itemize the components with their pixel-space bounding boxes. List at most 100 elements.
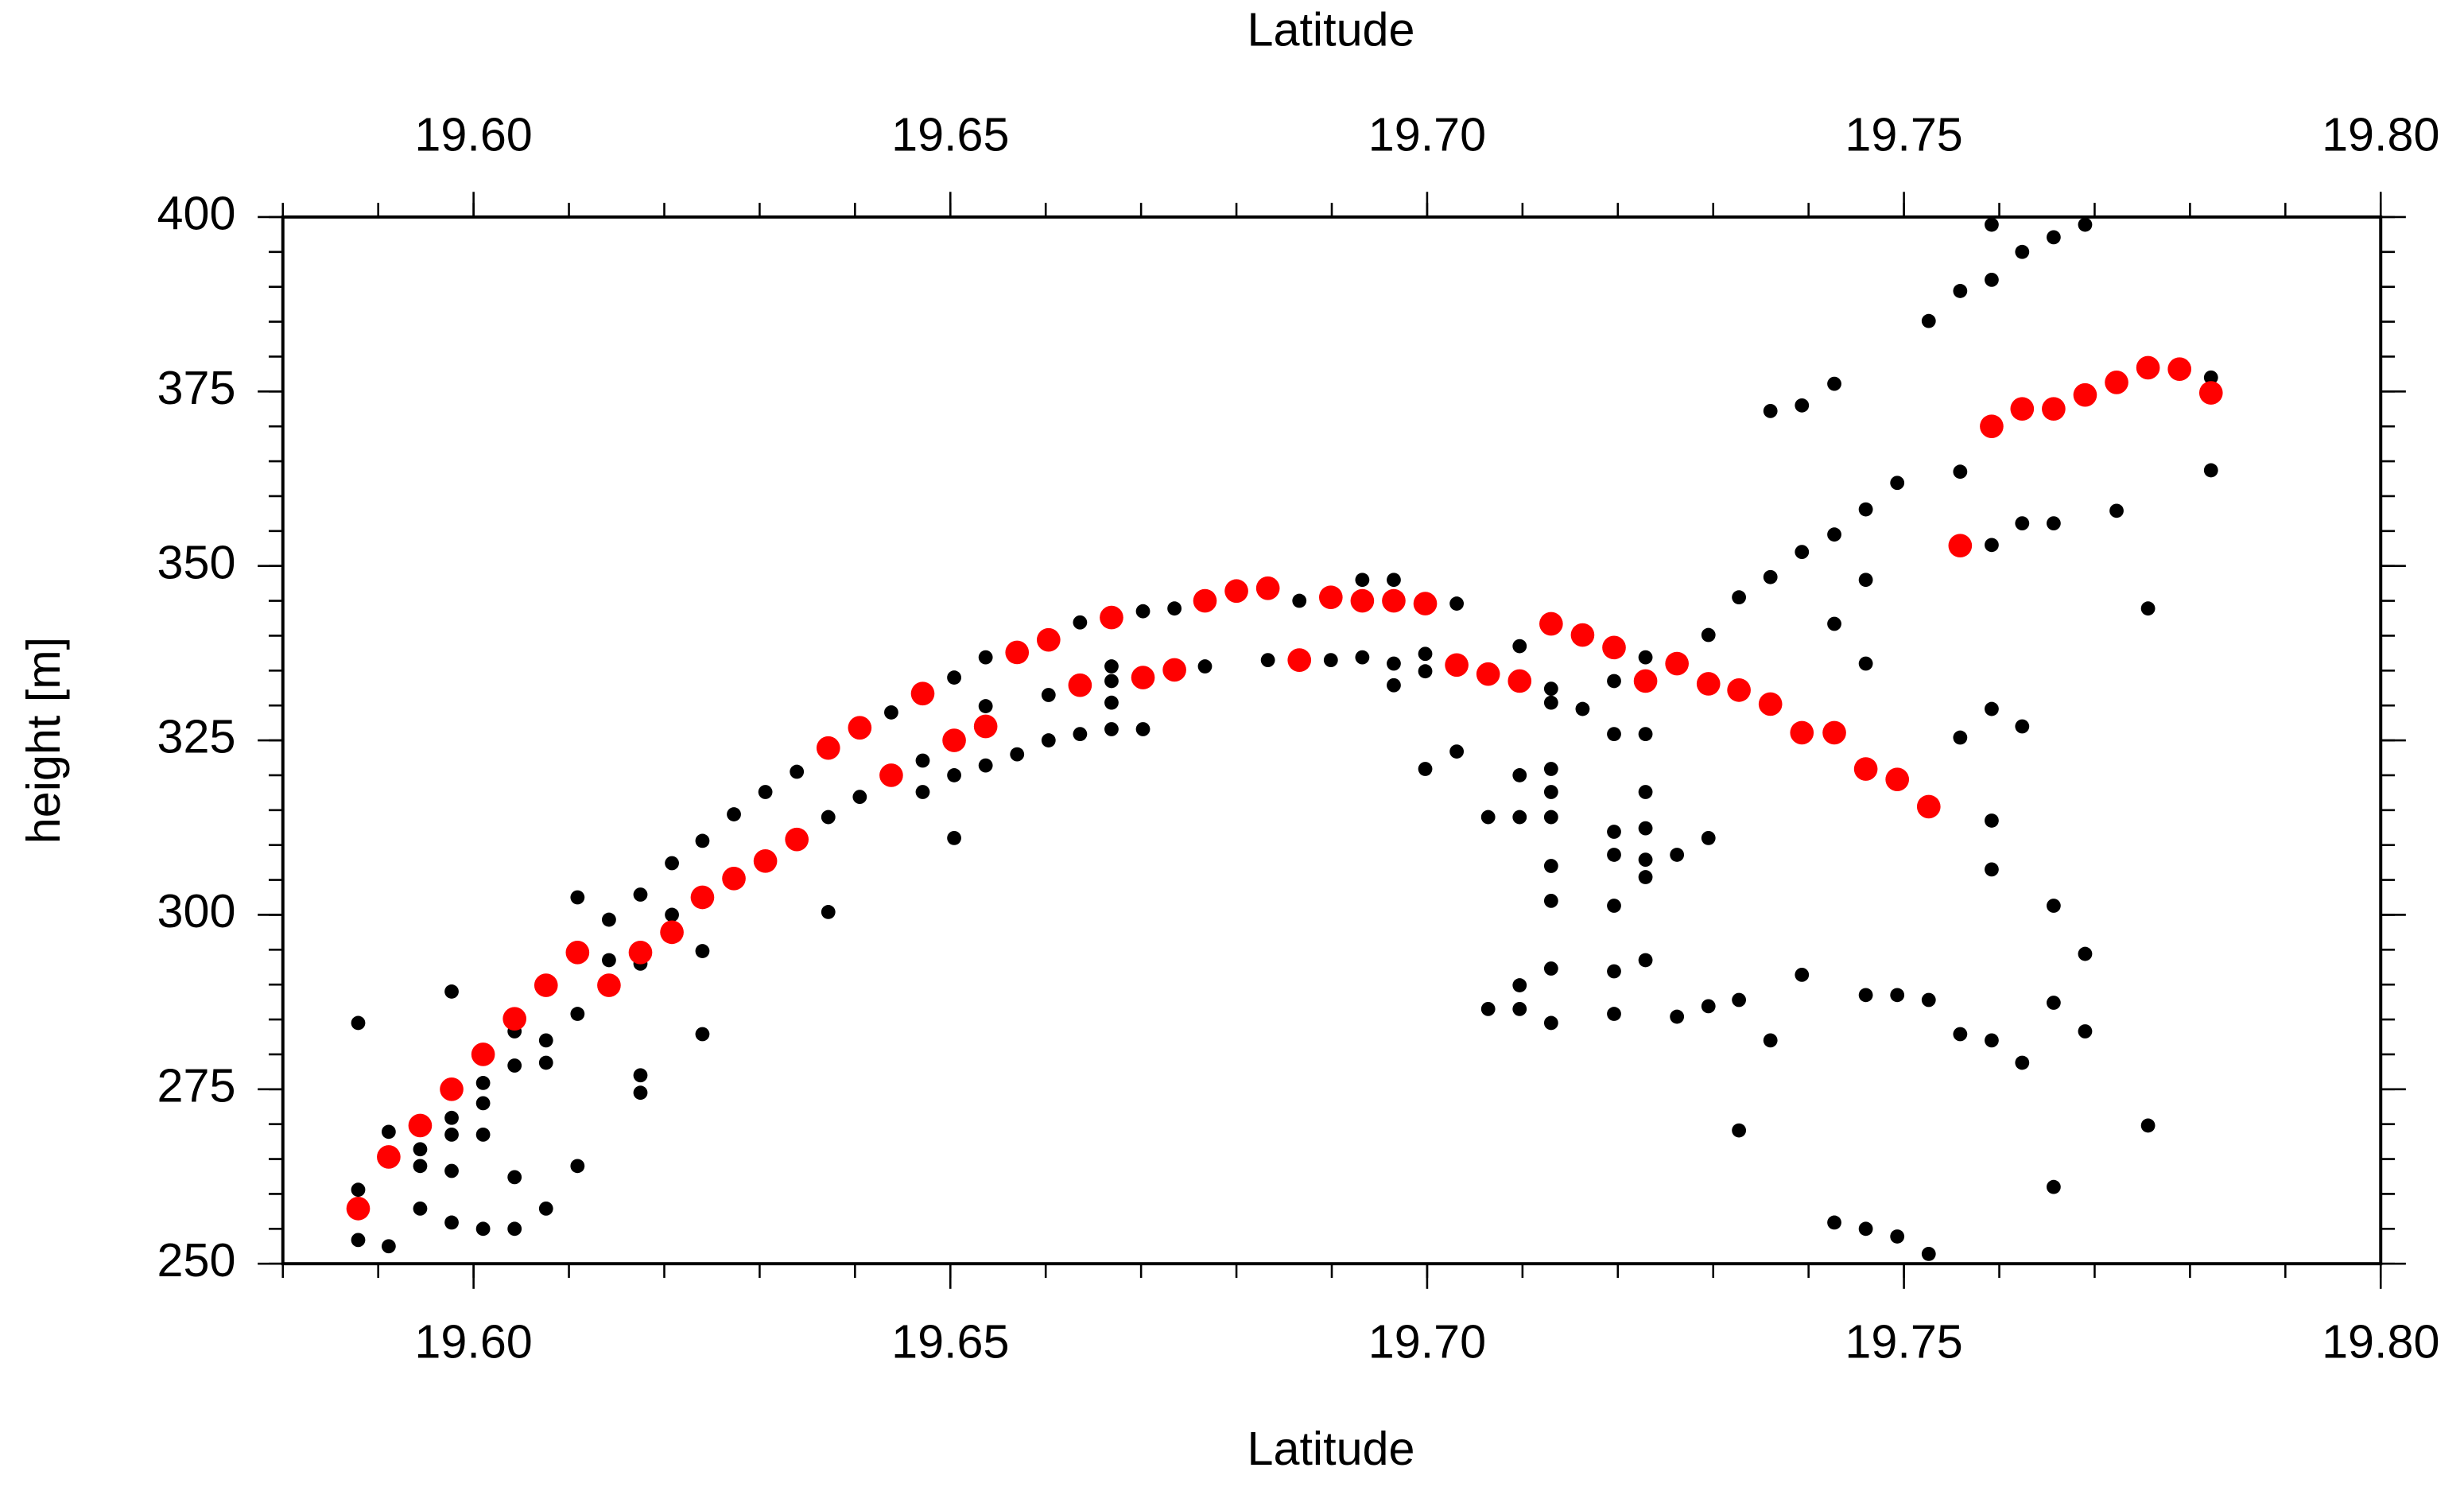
plot-frame — [281, 215, 2383, 1266]
point — [351, 1015, 366, 1031]
point — [848, 716, 872, 740]
point — [1732, 992, 1747, 1008]
point — [1827, 376, 1841, 391]
point — [2109, 503, 2124, 518]
point — [1607, 825, 1621, 839]
point — [722, 866, 746, 891]
point — [1418, 664, 1433, 679]
point — [1638, 727, 1653, 742]
y-tick-label: 300 — [157, 884, 236, 938]
point — [440, 1077, 464, 1101]
point — [1985, 538, 1999, 553]
point — [1795, 398, 1810, 413]
point — [1638, 821, 1653, 836]
point — [1948, 534, 1973, 558]
point — [1355, 650, 1370, 665]
point — [915, 785, 930, 799]
point — [1607, 899, 1621, 913]
point — [1638, 870, 1653, 884]
point — [1323, 653, 1338, 668]
point — [1985, 862, 1999, 877]
point — [2046, 996, 2061, 1010]
point — [1602, 635, 1626, 660]
point — [1795, 545, 1810, 560]
point — [1758, 692, 1783, 716]
point — [1858, 656, 1873, 671]
point — [915, 753, 930, 768]
point — [597, 973, 621, 997]
point — [852, 790, 867, 805]
point — [665, 907, 679, 922]
point — [1041, 733, 1056, 747]
point — [1287, 648, 1312, 672]
point — [2105, 371, 2128, 394]
point — [1193, 588, 1217, 613]
y-tick-label: 250 — [157, 1233, 236, 1287]
point — [947, 831, 961, 845]
point — [2046, 1179, 2061, 1194]
point — [2042, 397, 2066, 421]
y-tick-label: 275 — [157, 1058, 236, 1112]
point — [1827, 616, 1841, 631]
point — [1449, 596, 1465, 611]
point — [1255, 576, 1280, 600]
point — [1104, 659, 1119, 674]
point — [602, 953, 616, 968]
point — [444, 1110, 459, 1125]
point — [2046, 230, 2061, 245]
point — [538, 1055, 553, 1070]
point — [1638, 785, 1653, 799]
point — [1607, 1007, 1621, 1021]
point — [1858, 573, 1873, 588]
y-tick-label: 375 — [157, 361, 236, 414]
x-axis-title-top: Latitude — [1248, 2, 1415, 56]
point — [1104, 695, 1119, 710]
point — [1607, 964, 1621, 979]
point — [1387, 677, 1401, 693]
point — [821, 905, 836, 919]
point — [351, 1182, 366, 1198]
point — [503, 1007, 527, 1031]
point — [1104, 674, 1119, 689]
point — [1638, 650, 1653, 665]
point — [1858, 1221, 1873, 1237]
point — [1135, 604, 1151, 619]
point — [507, 1170, 522, 1185]
point — [1512, 810, 1527, 825]
x-tick-label: 19.70 — [1368, 1315, 1486, 1369]
point — [816, 736, 840, 760]
point — [1418, 762, 1433, 776]
point — [1508, 669, 1532, 693]
point — [1318, 585, 1343, 609]
point — [1763, 403, 1778, 418]
point — [1387, 573, 1401, 588]
point — [413, 1159, 428, 1174]
point — [1638, 852, 1653, 867]
point — [2078, 1024, 2093, 1039]
point — [444, 984, 459, 999]
point — [475, 1127, 491, 1142]
point — [444, 1215, 459, 1230]
point — [1100, 605, 1123, 630]
point — [695, 833, 710, 848]
point — [1543, 785, 1558, 799]
point — [1575, 701, 1590, 716]
point — [633, 1085, 648, 1101]
point — [1858, 502, 1873, 517]
point — [1131, 666, 1155, 689]
point — [602, 912, 616, 927]
point — [633, 1068, 648, 1083]
point — [1260, 653, 1275, 668]
point — [1985, 701, 1999, 716]
point — [1167, 601, 1182, 616]
point — [1985, 813, 1999, 828]
point — [1005, 640, 1030, 665]
point — [973, 714, 998, 739]
point — [2078, 217, 2093, 232]
point — [1073, 615, 1088, 630]
x-tick-label-top: 19.75 — [1845, 108, 1962, 161]
point — [1543, 695, 1558, 710]
point — [351, 1233, 366, 1248]
point — [534, 973, 558, 997]
point — [2015, 1055, 2030, 1070]
